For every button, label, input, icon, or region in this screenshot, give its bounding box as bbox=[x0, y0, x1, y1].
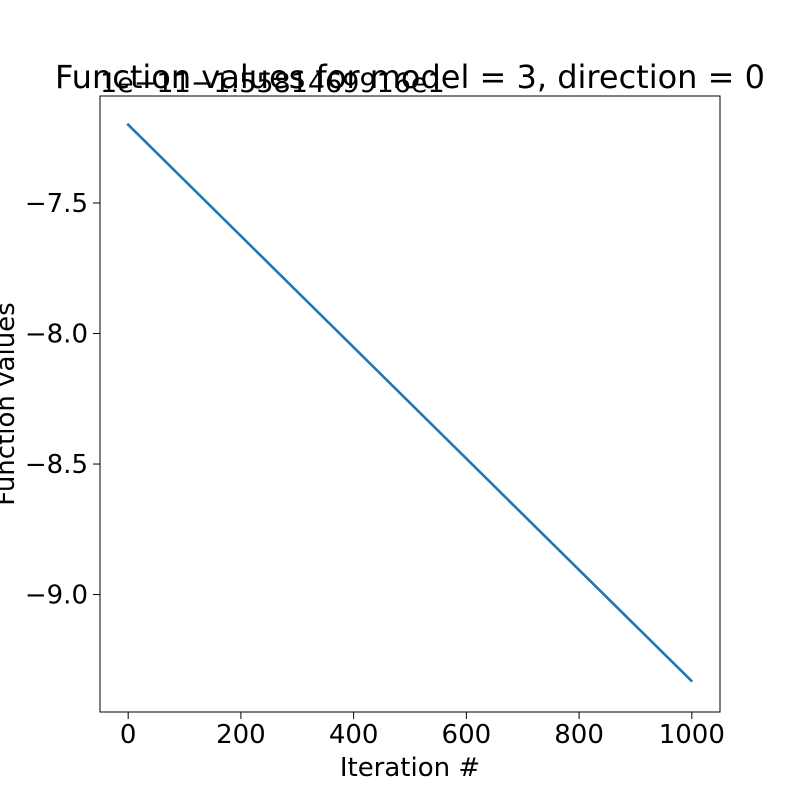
x-tick-label: 400 bbox=[329, 720, 379, 750]
y-axis-label: Function values bbox=[0, 302, 21, 505]
x-tick-label: 1000 bbox=[659, 720, 725, 750]
y-tick-label: −8.5 bbox=[25, 450, 88, 480]
y-axis: −7.5 −8.0 −8.5 −9.0 bbox=[25, 189, 100, 611]
x-tick-label: 0 bbox=[120, 720, 137, 750]
series-line bbox=[126, 122, 694, 683]
y-tick-label: −7.5 bbox=[25, 189, 88, 219]
y-offset-text: 1e−11−1.5581469916e1 bbox=[100, 68, 445, 99]
y-tick-label: −9.0 bbox=[25, 581, 88, 611]
x-tick-label: 800 bbox=[554, 720, 604, 750]
x-tick-label: 600 bbox=[442, 720, 492, 750]
chart-title: Function values for model = 3, direction… bbox=[55, 58, 765, 96]
axes-frame bbox=[99, 95, 721, 713]
x-axis: 0 200 400 600 800 1000 bbox=[120, 712, 725, 750]
x-axis-label: Iteration # bbox=[340, 753, 480, 783]
plot-area bbox=[126, 122, 694, 683]
y-tick-label: −8.0 bbox=[25, 320, 88, 350]
x-tick-label: 200 bbox=[216, 720, 266, 750]
